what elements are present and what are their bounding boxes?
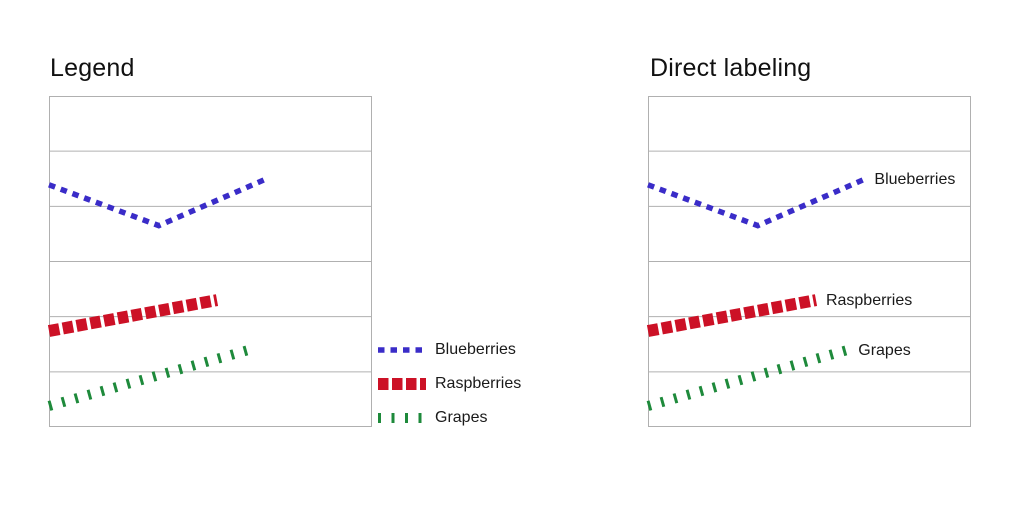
legend-panel-title: Legend [50,54,135,82]
chart-legend: Blueberries Raspberries Grapes [377,333,521,435]
legend-chart [47,96,372,427]
legend-label-raspberries: Raspberries [435,375,522,392]
direct-label-grapes: Grapes [858,341,911,359]
legend-item-raspberries: Raspberries [377,367,521,401]
grapes-line-swatch-icon [378,413,426,423]
legend-chart-plot [47,96,372,427]
direct-labeling-chart: Blueberries Raspberries Grapes [646,96,971,427]
direct-labeling-panel-title: Direct labeling [650,54,812,82]
legend-item-blueberries: Blueberries [377,333,521,367]
raspberries-line-swatch-icon [378,378,426,390]
blueberries-line-swatch-icon [378,347,426,353]
direct-label-raspberries: Raspberries [825,292,913,310]
legend-item-grapes: Grapes [377,401,521,435]
direct-labeling-chart-plot [646,96,971,427]
direct-label-blueberries: Blueberries [874,171,956,189]
legend-label-blueberries: Blueberries [435,341,516,358]
legend-label-grapes: Grapes [435,409,488,426]
